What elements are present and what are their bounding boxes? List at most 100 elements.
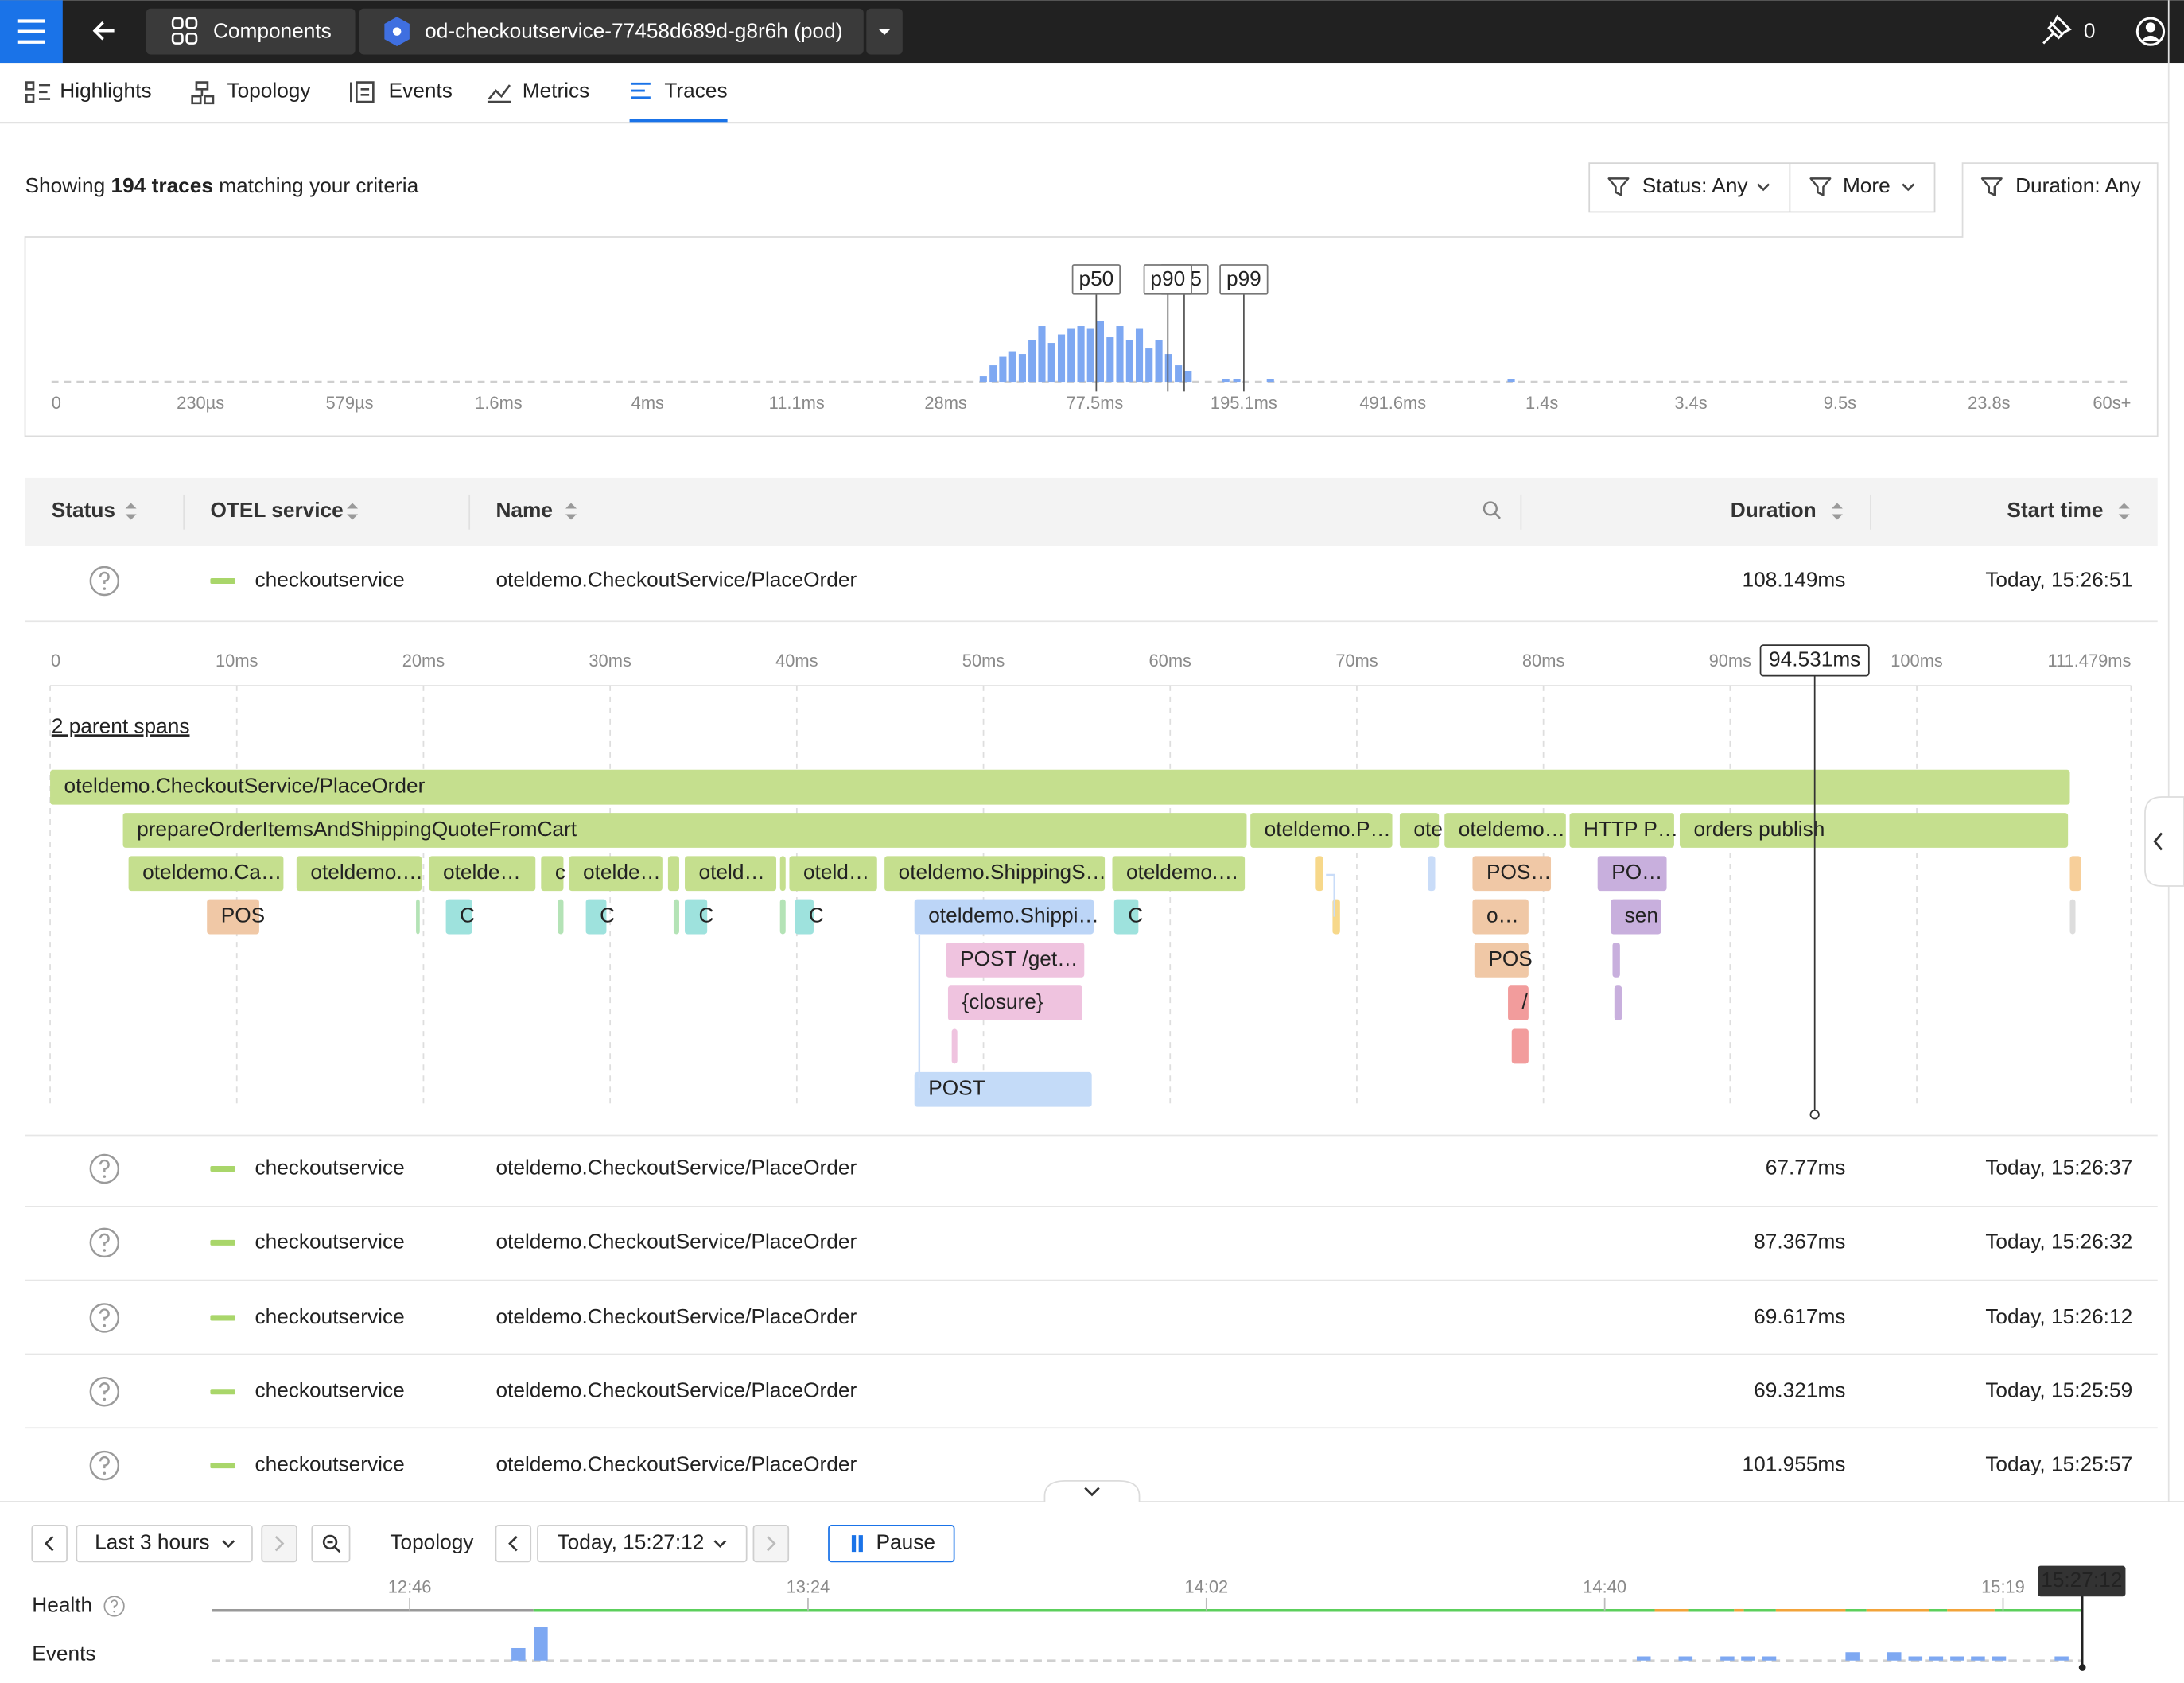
- column-header[interactable]: OTEL service: [210, 498, 343, 522]
- event-bar: [1720, 1656, 1735, 1661]
- span[interactable]: [667, 856, 679, 892]
- x-tick-label: 0: [52, 393, 61, 413]
- span[interactable]: [2069, 899, 2076, 935]
- x-tick-label: 11.1ms: [769, 393, 825, 413]
- span[interactable]: [1511, 1028, 1529, 1064]
- column-header[interactable]: Name: [495, 498, 553, 522]
- span[interactable]: [673, 899, 679, 935]
- span[interactable]: [1113, 899, 1139, 935]
- span[interactable]: [779, 856, 786, 892]
- span[interactable]: [1612, 942, 1620, 978]
- span[interactable]: [1315, 856, 1323, 892]
- trace-name[interactable]: oteldemo.CheckoutService/PlaceOrder: [495, 1378, 857, 1402]
- collapse-tab[interactable]: [1043, 1479, 1141, 1502]
- span[interactable]: [569, 856, 663, 892]
- span[interactable]: [2069, 856, 2081, 892]
- span[interactable]: [789, 856, 877, 892]
- tab[interactable]: Highlights: [60, 79, 151, 103]
- span[interactable]: [1399, 813, 1440, 848]
- trace-name[interactable]: oteldemo.CheckoutService/PlaceOrder: [495, 1304, 857, 1328]
- span[interactable]: [558, 899, 564, 935]
- more-filter[interactable]: More: [1843, 173, 1891, 197]
- span[interactable]: [779, 899, 786, 935]
- span[interactable]: [585, 899, 607, 935]
- span[interactable]: [1569, 813, 1674, 848]
- tab[interactable]: Events: [389, 79, 453, 103]
- time-tick-label: 15:19: [1981, 1576, 2025, 1596]
- histogram-bar: [1116, 326, 1124, 383]
- span[interactable]: [951, 1028, 958, 1064]
- span[interactable]: [1112, 856, 1246, 892]
- event-bar: [1678, 1656, 1693, 1661]
- trace-name[interactable]: oteldemo.CheckoutService/PlaceOrder: [495, 1155, 857, 1179]
- histogram-panel: [24, 162, 2159, 437]
- span[interactable]: [296, 856, 422, 892]
- pod-icon-dot: [392, 27, 402, 36]
- menu-icon: [17, 19, 45, 44]
- span[interactable]: [914, 899, 1094, 935]
- range-select[interactable]: Last 3 hours: [95, 1530, 209, 1554]
- column-header[interactable]: Status: [52, 498, 115, 522]
- span[interactable]: [1472, 899, 1529, 935]
- span[interactable]: [1472, 856, 1552, 892]
- span-label: HTTP P…: [1584, 817, 1678, 841]
- span[interactable]: [1428, 856, 1436, 892]
- span[interactable]: [1250, 813, 1393, 848]
- span[interactable]: [1474, 942, 1529, 978]
- span[interactable]: [122, 813, 1247, 848]
- tab[interactable]: Traces: [664, 79, 727, 103]
- back-button[interactable]: [92, 21, 115, 41]
- span-label: C: [600, 904, 615, 927]
- duration-filter[interactable]: Duration: Any: [2015, 173, 2141, 197]
- time-tick-label: 14:40: [1583, 1576, 1626, 1596]
- trace-name[interactable]: oteldemo.CheckoutService/PlaceOrder: [495, 1229, 857, 1253]
- event-bar: [511, 1647, 526, 1661]
- span[interactable]: [914, 1071, 1092, 1107]
- span[interactable]: [445, 899, 472, 935]
- span[interactable]: [1679, 813, 2069, 848]
- span[interactable]: [685, 899, 708, 935]
- span[interactable]: [416, 899, 420, 935]
- span[interactable]: [685, 856, 777, 892]
- components-button[interactable]: [146, 8, 356, 55]
- histogram-bar: [1077, 326, 1085, 383]
- search-icon[interactable]: [1483, 501, 1501, 519]
- span[interactable]: [541, 856, 564, 892]
- column-dividers: [183, 494, 1871, 530]
- pod-button[interactable]: [359, 8, 864, 55]
- histogram-bar: [1145, 348, 1153, 383]
- pin-icon[interactable]: [2042, 14, 2072, 45]
- breadcrumb[interactable]: Components: [213, 18, 332, 42]
- time-select[interactable]: Today, 15:27:12: [558, 1530, 705, 1554]
- trace-name[interactable]: oteldemo.CheckoutService/PlaceOrder: [495, 567, 857, 591]
- span[interactable]: [795, 899, 814, 935]
- parent-spans-link[interactable]: 2 parent spans: [52, 713, 190, 737]
- user-icon[interactable]: [2135, 17, 2166, 46]
- histogram-bar: [979, 376, 987, 383]
- tab[interactable]: Metrics: [523, 79, 590, 103]
- trace-name[interactable]: oteldemo.CheckoutService/PlaceOrder: [495, 1452, 857, 1476]
- column-header[interactable]: Duration: [1731, 498, 1817, 522]
- x-tick-label: 230µs: [177, 393, 224, 413]
- event-bar: [1845, 1652, 1860, 1661]
- span[interactable]: [1611, 899, 1661, 935]
- span[interactable]: [50, 769, 2070, 805]
- span[interactable]: [947, 985, 1082, 1021]
- pod-name[interactable]: od-checkoutservice-77458d689d-g8r6h (pod…: [425, 18, 842, 42]
- duration: 67.77ms: [1766, 1155, 1846, 1179]
- span[interactable]: [128, 856, 284, 892]
- span[interactable]: [207, 899, 259, 935]
- span[interactable]: [429, 856, 536, 892]
- column-header[interactable]: Start time: [2007, 498, 2103, 522]
- side-panel-handle[interactable]: [2144, 796, 2184, 887]
- pause-button[interactable]: Pause: [876, 1530, 935, 1554]
- span[interactable]: [1614, 985, 1622, 1021]
- status-filter[interactable]: Status: Any: [1642, 173, 1749, 197]
- span[interactable]: [946, 942, 1085, 978]
- span[interactable]: [1597, 856, 1667, 892]
- span[interactable]: [884, 856, 1106, 892]
- span[interactable]: [1444, 813, 1566, 848]
- time-controls[interactable]: [31, 1525, 955, 1563]
- tab[interactable]: Topology: [227, 79, 311, 103]
- span[interactable]: [1508, 985, 1529, 1021]
